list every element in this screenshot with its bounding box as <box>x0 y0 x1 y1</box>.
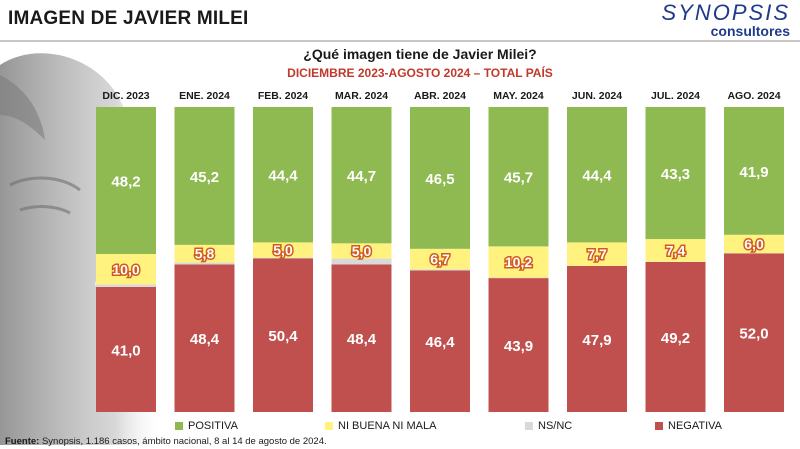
bar-ni-buena-ni-mala-may-2024 <box>488 246 549 278</box>
value-label-positiva-jun-2024: 44,4 <box>582 168 612 185</box>
bar-positiva-dic-2023 <box>96 107 156 255</box>
source-note: Fuente: Synopsis, 1.186 casos, ámbito na… <box>5 436 327 447</box>
bar-negativa-abr-2024 <box>410 270 470 412</box>
legend-item-ni-buena-ni-mala: NI BUENA NI MALA <box>325 420 436 432</box>
bar-positiva-ene-2024 <box>174 107 235 245</box>
logo-main-text: SYNOPSIS <box>661 0 790 25</box>
category-label-jul-2024: JUL. 2024 <box>651 90 700 102</box>
chart-title: ¿Qué imagen tiene de Javier Milei? <box>303 46 537 62</box>
value-label-negativa-feb-2024: 50,4 <box>268 328 298 345</box>
legend-label-negativa: NEGATIVA <box>668 420 722 432</box>
logo-sub-text: consultores <box>710 23 790 39</box>
bar-ni-buena-ni-mala-jul-2024 <box>645 239 706 262</box>
legend-swatch-negativa <box>655 422 663 430</box>
bar-negativa-dic-2023 <box>96 286 156 412</box>
bar-ni-buena-ni-mala-ene-2024 <box>174 244 235 263</box>
value-label-ni-buena-ni-mala-jun-2024: 7,7 <box>587 246 607 262</box>
category-label-may-2024: MAY. 2024 <box>493 90 544 102</box>
value-label-positiva-dic-2023: 48,2 <box>111 174 140 191</box>
bar-ns-nc-dic-2023 <box>96 284 156 287</box>
value-label-ni-buena-ni-mala-ago-2024: 6,0 <box>744 236 764 252</box>
value-label-positiva-feb-2024: 44,4 <box>268 168 298 185</box>
bar-negativa-mar-2024 <box>331 264 392 412</box>
bar-positiva-ago-2024 <box>724 107 784 235</box>
category-label-mar-2024: MAR. 2024 <box>335 90 388 102</box>
category-label-dic-2023: DIC. 2023 <box>102 90 149 102</box>
bar-positiva-mar-2024 <box>331 107 392 244</box>
value-label-negativa-jul-2024: 49,2 <box>661 330 690 347</box>
bar-ns-nc-mar-2024 <box>331 258 392 265</box>
page-title: IMAGEN DE JAVIER MILEI <box>8 8 249 29</box>
bar-positiva-abr-2024 <box>410 107 470 249</box>
value-label-ni-buena-ni-mala-jul-2024: 7,4 <box>666 242 686 258</box>
value-label-negativa-jun-2024: 47,9 <box>582 332 611 349</box>
value-label-positiva-jul-2024: 43,3 <box>661 166 690 183</box>
value-label-positiva-ene-2024: 45,2 <box>190 169 219 186</box>
legend-item-nsnc: NS/NC <box>525 420 572 432</box>
category-label-abr-2024: ABR. 2024 <box>414 90 466 102</box>
bar-ni-buena-ni-mala-mar-2024 <box>331 243 392 259</box>
source-text: Synopsis, 1.186 casos, ámbito nacional, … <box>39 436 327 447</box>
header: IMAGEN DE JAVIER MILEI SYNOPSIS consulto… <box>0 0 800 42</box>
value-label-ni-buena-ni-mala-dic-2023: 10,0 <box>112 261 139 277</box>
value-label-negativa-ene-2024: 48,4 <box>190 331 220 348</box>
bar-positiva-feb-2024 <box>253 107 313 243</box>
bar-negativa-feb-2024 <box>253 258 313 412</box>
bar-ns-nc-may-2024 <box>488 277 549 279</box>
legend: POSITIVA NI BUENA NI MALA NS/NC NEGATIVA <box>0 420 800 436</box>
value-label-ni-buena-ni-mala-feb-2024: 5,0 <box>273 242 293 258</box>
value-label-negativa-dic-2023: 41,0 <box>111 342 140 359</box>
value-label-negativa-mar-2024: 48,4 <box>347 331 377 348</box>
bar-positiva-may-2024 <box>488 107 549 247</box>
bar-ns-nc-feb-2024 <box>253 257 313 259</box>
bar-negativa-jun-2024 <box>567 265 627 412</box>
bar-ni-buena-ni-mala-jun-2024 <box>567 242 627 266</box>
value-label-ni-buena-ni-mala-ene-2024: 5,8 <box>195 246 215 262</box>
bar-negativa-jul-2024 <box>645 261 706 412</box>
legend-item-positiva: POSITIVA <box>175 420 238 432</box>
value-label-ni-buena-ni-mala-may-2024: 10,2 <box>505 254 532 270</box>
synopsis-logo: SYNOPSIS consultores <box>661 0 790 39</box>
category-label-ago-2024: AGO. 2024 <box>727 90 780 102</box>
legend-swatch-positiva <box>175 422 183 430</box>
bar-ni-buena-ni-mala-ago-2024 <box>724 234 784 254</box>
category-label-jun-2024: JUN. 2024 <box>572 90 622 102</box>
legend-label-nsnc: NS/NC <box>538 420 573 432</box>
bar-ni-buena-ni-mala-feb-2024 <box>253 242 313 258</box>
bar-negativa-ene-2024 <box>174 264 235 412</box>
legend-label-positiva: POSITIVA <box>188 420 238 432</box>
legend-swatch-ni-buena-ni-mala <box>325 422 333 430</box>
legend-label-ni-buena-ni-mala: NI BUENA NI MALA <box>338 420 437 432</box>
value-label-negativa-may-2024: 43,9 <box>504 338 533 355</box>
value-label-positiva-abr-2024: 46,5 <box>425 171 454 188</box>
legend-swatch-nsnc <box>525 422 533 430</box>
value-label-negativa-abr-2024: 46,4 <box>425 334 455 351</box>
bar-ni-buena-ni-mala-abr-2024 <box>410 248 470 270</box>
value-label-positiva-ago-2024: 41,9 <box>739 164 768 181</box>
source-label: Fuente: <box>5 436 40 447</box>
bar-positiva-jun-2024 <box>567 107 627 243</box>
value-label-positiva-may-2024: 45,7 <box>504 170 533 187</box>
value-label-ni-buena-ni-mala-abr-2024: 6,7 <box>430 251 450 267</box>
bar-ns-nc-abr-2024 <box>410 269 470 271</box>
bar-positiva-jul-2024 <box>645 107 706 240</box>
value-label-ni-buena-ni-mala-mar-2024: 5,0 <box>352 243 372 259</box>
bar-ns-nc-ene-2024 <box>174 262 235 265</box>
bar-ni-buena-ni-mala-dic-2023 <box>96 254 156 285</box>
bar-negativa-may-2024 <box>488 278 549 412</box>
chart-subtitle: DICIEMBRE 2023-AGOSTO 2024 – TOTAL PAÍS <box>287 66 553 80</box>
bar-negativa-ago-2024 <box>724 253 784 412</box>
category-label-ene-2024: ENE. 2024 <box>179 90 230 102</box>
value-label-negativa-ago-2024: 52,0 <box>739 326 768 343</box>
value-label-positiva-mar-2024: 44,7 <box>347 168 376 185</box>
header-divider <box>0 40 800 42</box>
category-label-feb-2024: FEB. 2024 <box>258 90 308 102</box>
legend-item-negativa: NEGATIVA <box>655 420 722 432</box>
